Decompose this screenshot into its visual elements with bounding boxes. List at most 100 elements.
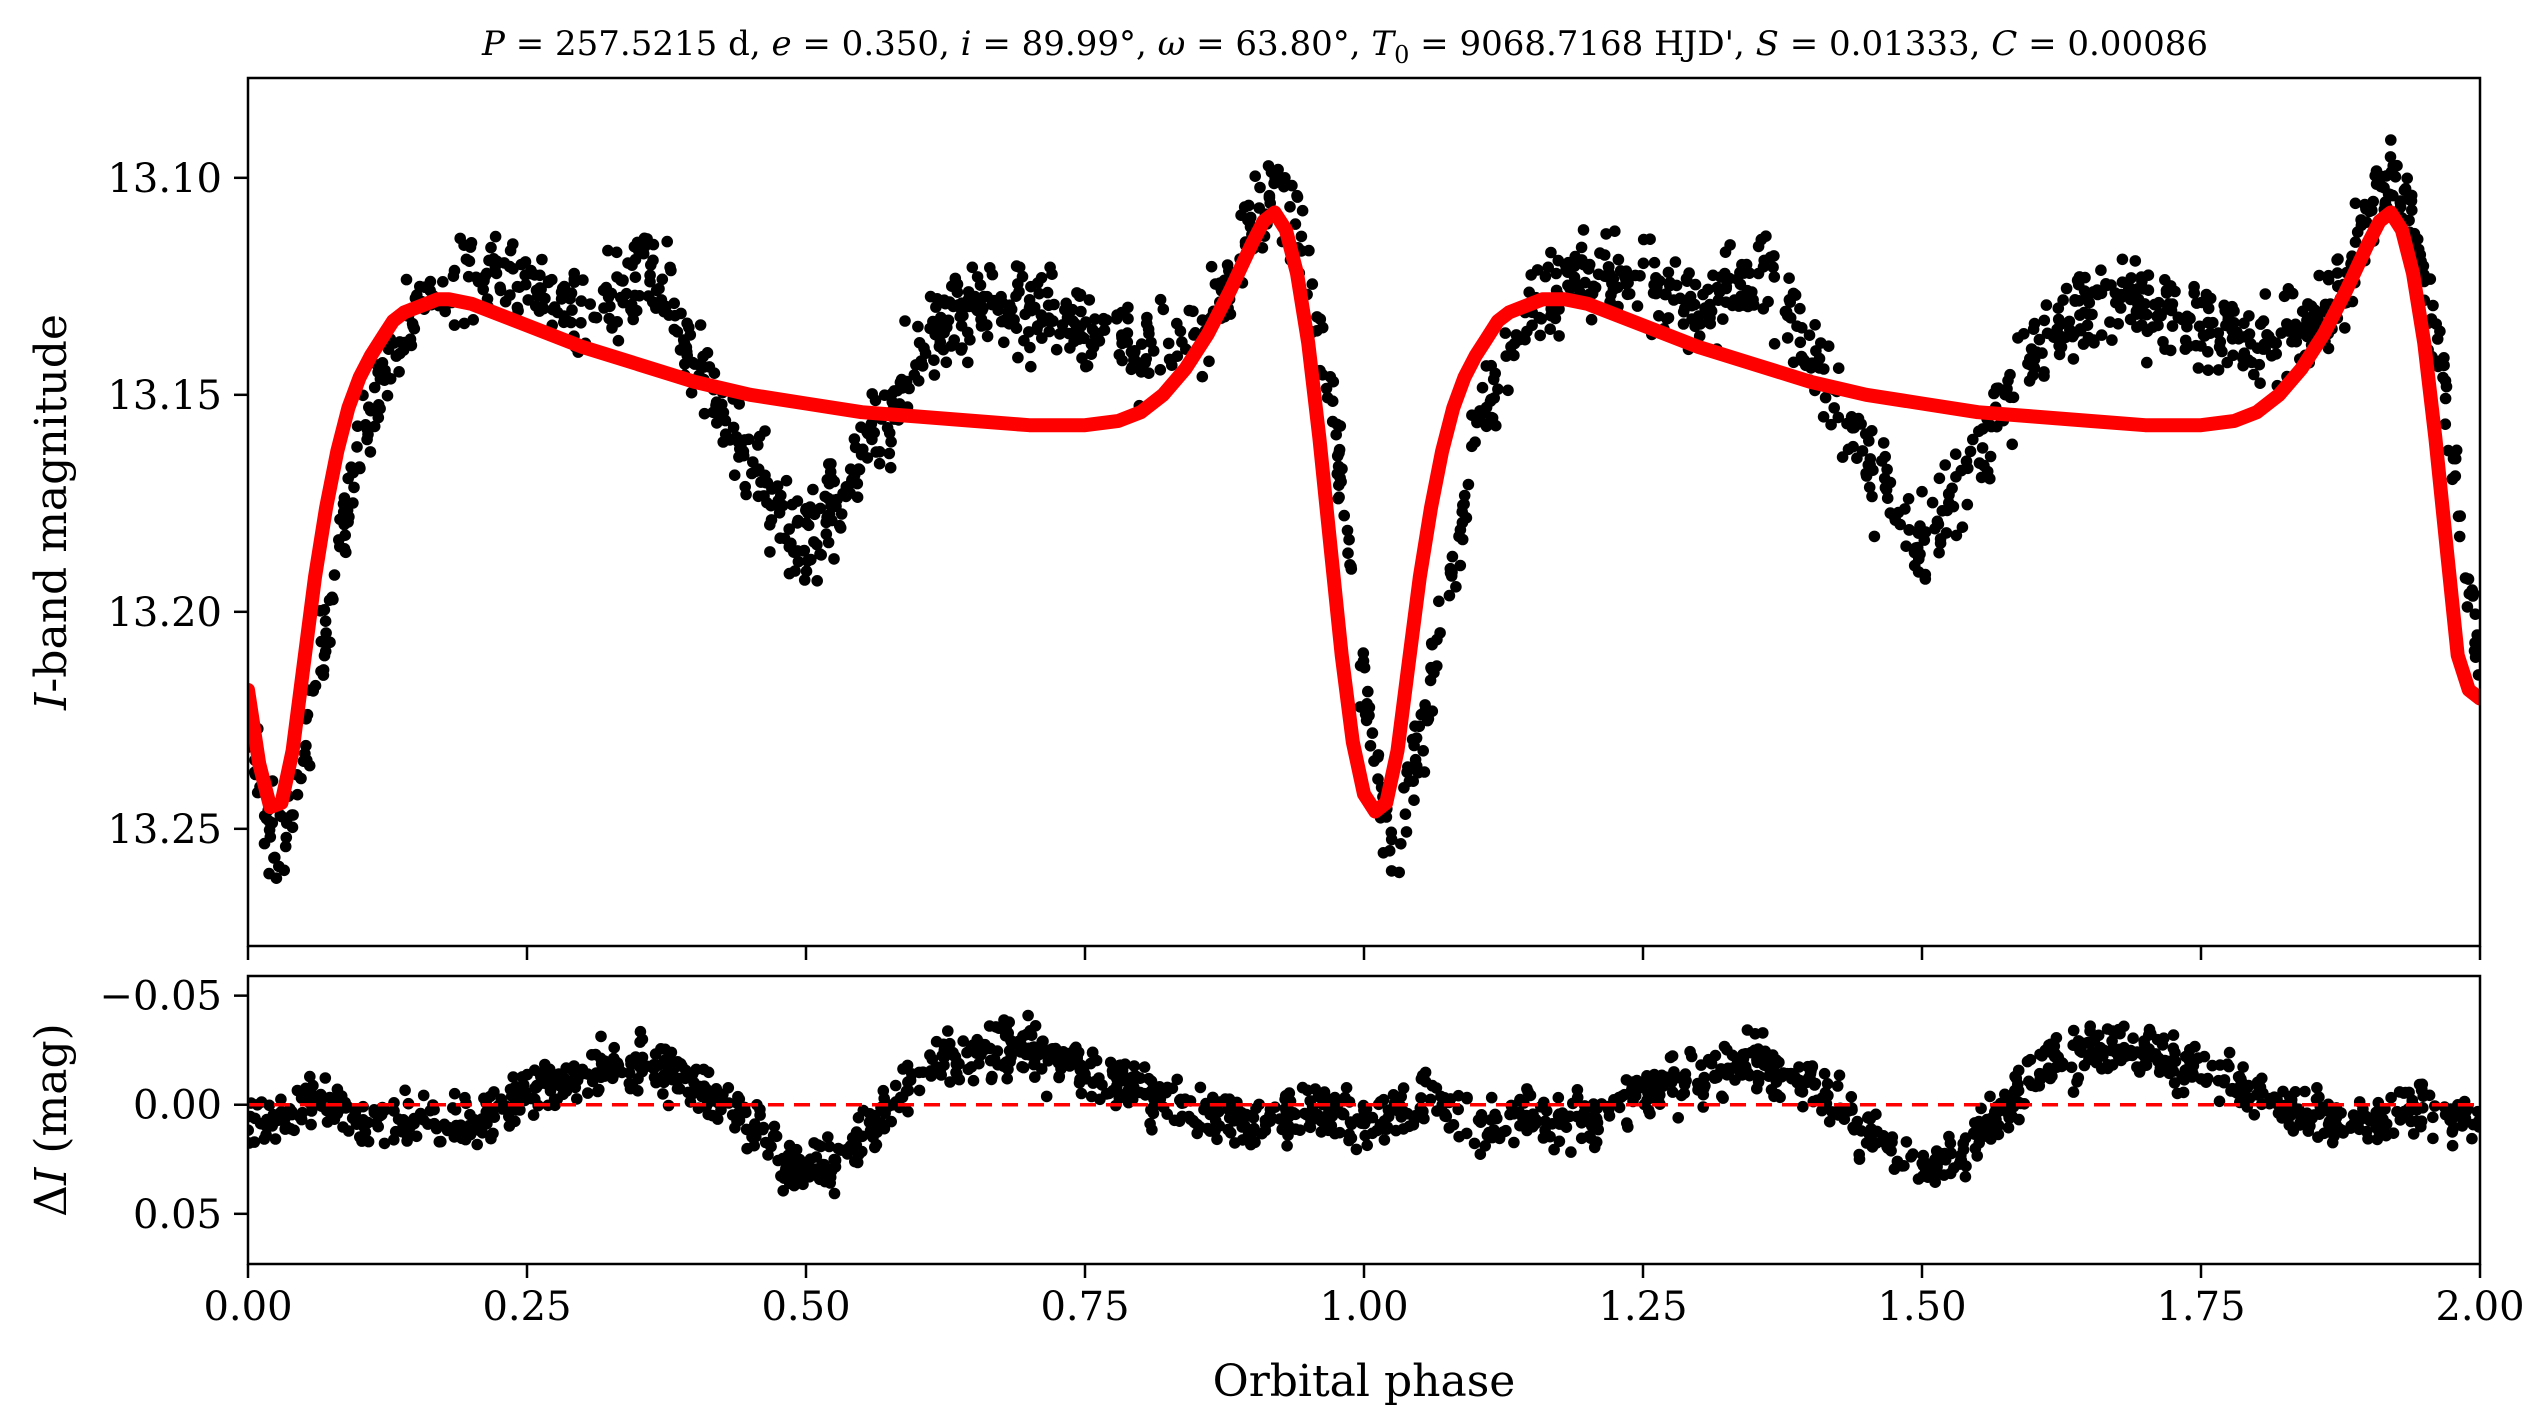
residual-point <box>1334 1126 1346 1139</box>
observation-point <box>2461 601 2474 613</box>
residual-point <box>1985 1133 1997 1145</box>
residual-point <box>291 1084 304 1097</box>
observation-point <box>912 375 925 387</box>
observation-point <box>263 815 276 828</box>
observation-point <box>547 303 559 316</box>
residual-point <box>2377 1113 2389 1125</box>
observation-point <box>2053 348 2066 361</box>
residual-point <box>1276 1123 1288 1136</box>
observation-point <box>1372 773 1384 785</box>
residual-point <box>1984 1090 1996 1103</box>
observation-point <box>2129 255 2142 267</box>
observation-point <box>1668 294 1680 306</box>
residual-point <box>1945 1147 1957 1159</box>
observation-point <box>1784 312 1797 324</box>
residual-point <box>471 1138 484 1151</box>
residual-point <box>342 1125 355 1137</box>
residual-point <box>608 1041 620 1054</box>
residual-point <box>1935 1148 1948 1160</box>
residual-point <box>1905 1151 1917 1163</box>
observation-point <box>362 428 374 441</box>
observation-point <box>1704 311 1716 324</box>
residual-point <box>1055 1046 1068 1059</box>
residual-point <box>1717 1092 1729 1104</box>
observation-point <box>530 284 543 297</box>
observation-point <box>758 490 770 502</box>
residual-point <box>1064 1051 1076 1064</box>
observation-point <box>1187 305 1199 318</box>
observation-point <box>1254 181 1266 194</box>
observation-point <box>975 313 988 326</box>
residual-point <box>1361 1139 1373 1152</box>
observation-point <box>645 259 657 271</box>
residual-point <box>676 1060 688 1072</box>
residual-point <box>951 1068 963 1080</box>
observation-point <box>319 615 332 627</box>
observation-point <box>1828 402 1840 414</box>
residual-point <box>857 1104 870 1117</box>
residual-point <box>1823 1115 1836 1128</box>
observation-point <box>694 360 707 372</box>
observation-point <box>873 457 886 470</box>
residual-point <box>1575 1132 1588 1145</box>
observation-point <box>1939 459 1951 471</box>
observation-point <box>1677 306 1690 318</box>
title-e-value: = 0.350, <box>792 24 961 64</box>
residual-point <box>1424 1093 1437 1106</box>
residual-point <box>781 1153 793 1166</box>
residual-point <box>1168 1114 1181 1127</box>
observation-point <box>368 381 381 394</box>
residual-point <box>1117 1073 1130 1085</box>
observation-point <box>2261 329 2273 341</box>
residual-point <box>350 1105 362 1117</box>
observation-point <box>777 499 789 512</box>
observation-point <box>2116 253 2129 266</box>
residual-point <box>401 1135 413 1147</box>
observation-point <box>1417 745 1429 757</box>
observation-point <box>821 473 834 486</box>
observation-point <box>2367 195 2379 208</box>
observation-point <box>2313 269 2325 282</box>
observation-point <box>1425 661 1437 674</box>
residual-point <box>2329 1110 2342 1122</box>
observation-point <box>280 831 293 844</box>
observation-point <box>650 302 662 314</box>
bottom-y-axis-label: ΔI (mag) <box>26 1023 77 1217</box>
residual-point <box>703 1093 716 1106</box>
residual-point <box>598 1070 611 1082</box>
observation-point <box>1689 278 1702 291</box>
residual-point <box>870 1138 883 1151</box>
residual-point <box>1917 1159 1930 1172</box>
observation-point <box>1734 278 1747 291</box>
residual-point <box>571 1093 583 1105</box>
observation-point <box>1422 713 1435 725</box>
observation-point <box>1981 465 1994 478</box>
observation-point <box>694 319 707 331</box>
residual-point <box>2101 1062 2114 1075</box>
observation-point <box>1822 340 1835 353</box>
residual-point <box>1072 1046 1085 1059</box>
residual-point <box>636 1051 649 1064</box>
observation-point <box>2125 272 2137 284</box>
observation-point <box>840 490 852 503</box>
x-tick-label: 1.00 <box>1319 1284 1408 1330</box>
residual-point <box>690 1063 703 1076</box>
observation-point <box>1760 230 1772 242</box>
residual-point <box>708 1085 721 1097</box>
observation-point <box>1005 303 1018 316</box>
observation-point <box>334 513 346 526</box>
residual-point <box>2407 1128 2420 1140</box>
observation-point <box>780 474 793 487</box>
observation-point <box>519 256 532 268</box>
observation-point <box>1333 491 1345 504</box>
observation-point <box>1162 337 1175 350</box>
residual-point <box>1022 1009 1034 1022</box>
observation-point <box>771 480 784 492</box>
observation-point <box>1385 826 1398 839</box>
x-tick-label: 1.75 <box>2156 1284 2245 1330</box>
observation-point <box>1444 567 1457 579</box>
residual-point <box>657 1088 669 1100</box>
residual-point <box>863 1116 876 1128</box>
x-tick-label: 0.25 <box>482 1284 571 1330</box>
observation-point <box>1523 286 1535 299</box>
